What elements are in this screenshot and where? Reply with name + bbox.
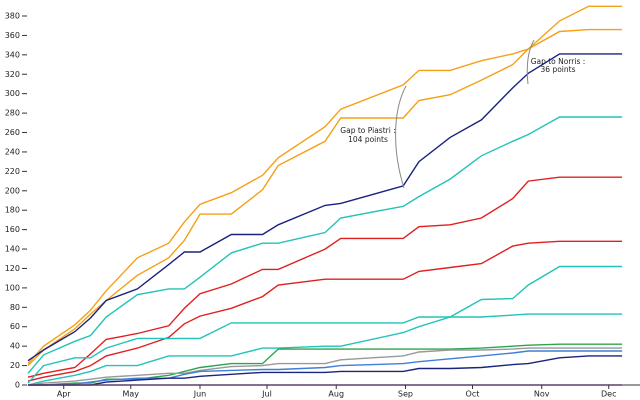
x-tick-label: May	[122, 390, 139, 399]
y-tick-label: 280	[5, 109, 20, 118]
x-tick-label: Jul	[261, 390, 272, 399]
series-line	[27, 347, 623, 386]
y-tick-label: 60	[10, 322, 20, 331]
y-tick-label: 80	[10, 303, 20, 312]
y-tick-label: 340	[5, 50, 20, 59]
y-tick-label: 180	[5, 206, 20, 215]
gap-arrow	[395, 85, 407, 189]
y-tick-label: 220	[5, 167, 20, 176]
y-tick-label: 100	[5, 283, 20, 292]
y-tick-label: 360	[5, 31, 20, 40]
annotation: 104 points	[348, 135, 388, 144]
series-line	[27, 240, 623, 382]
y-tick-label: 300	[5, 89, 20, 98]
x-tick-label: Apr	[57, 390, 72, 399]
y-tick-label: 20	[10, 361, 20, 370]
x-tick-label: Dec	[601, 390, 616, 399]
series-line	[27, 265, 623, 386]
x-tick-label: Jun	[193, 390, 207, 399]
y-tick-label: 0	[15, 381, 20, 390]
gap-arrow	[526, 39, 535, 85]
series-line	[28, 355, 623, 386]
x-tick-label: Aug	[328, 390, 344, 399]
annotation: 36 points	[541, 65, 576, 74]
y-tick-label: 200	[5, 186, 20, 195]
x-tick-label: Oct	[466, 390, 480, 399]
y-tick-label: 320	[5, 70, 20, 79]
annotation: Gap to Piastri :	[340, 126, 395, 135]
y-tick-label: 380	[5, 12, 20, 21]
y-tick-label: 240	[5, 147, 20, 156]
series-line	[27, 116, 623, 374]
series-line	[27, 176, 623, 378]
y-tick-label: 120	[5, 264, 20, 273]
series-line	[28, 350, 623, 386]
series-line	[27, 53, 623, 362]
x-tick-label: Nov	[534, 390, 550, 399]
y-tick-label: 140	[5, 245, 20, 254]
y-tick-label: 40	[10, 342, 20, 351]
series-line	[27, 28, 623, 367]
x-tick-label: Sep	[398, 390, 413, 399]
series-line	[27, 313, 623, 384]
annotation: Gap to Norris :	[531, 57, 586, 66]
series-line	[27, 5, 623, 365]
y-tick-label: 260	[5, 128, 20, 137]
y-tick-label: 160	[5, 225, 20, 234]
